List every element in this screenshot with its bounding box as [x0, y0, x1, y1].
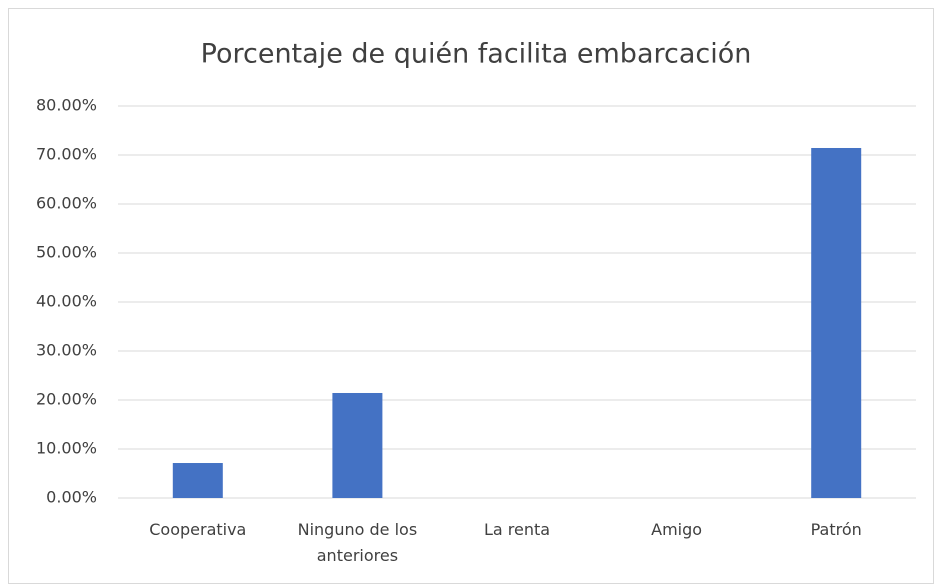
y-tick-label: 50.00%: [36, 243, 97, 262]
y-tick-label: 10.00%: [36, 439, 97, 458]
x-tick-label: Cooperativa: [149, 520, 247, 539]
chart-title: Porcentaje de quién facilita embarcación: [201, 39, 752, 70]
y-tick-label: 70.00%: [36, 145, 97, 164]
bar: [172, 463, 223, 498]
chart-border: [8, 8, 934, 584]
x-tick-label: Amigo: [651, 520, 703, 539]
bar: [811, 147, 862, 499]
y-tick-label: 20.00%: [36, 390, 97, 409]
y-tick-label: 60.00%: [36, 194, 97, 213]
y-tick-label: 40.00%: [36, 292, 97, 311]
y-tick-label: 30.00%: [36, 341, 97, 360]
bar: [332, 392, 383, 498]
y-tick-label: 0.00%: [46, 488, 97, 507]
x-tick-label: Ninguno de los anteriores: [297, 520, 418, 565]
x-tick-label: Patrón: [810, 520, 862, 539]
y-tick-label: 80.00%: [36, 96, 97, 115]
x-tick-label: La renta: [483, 520, 551, 539]
